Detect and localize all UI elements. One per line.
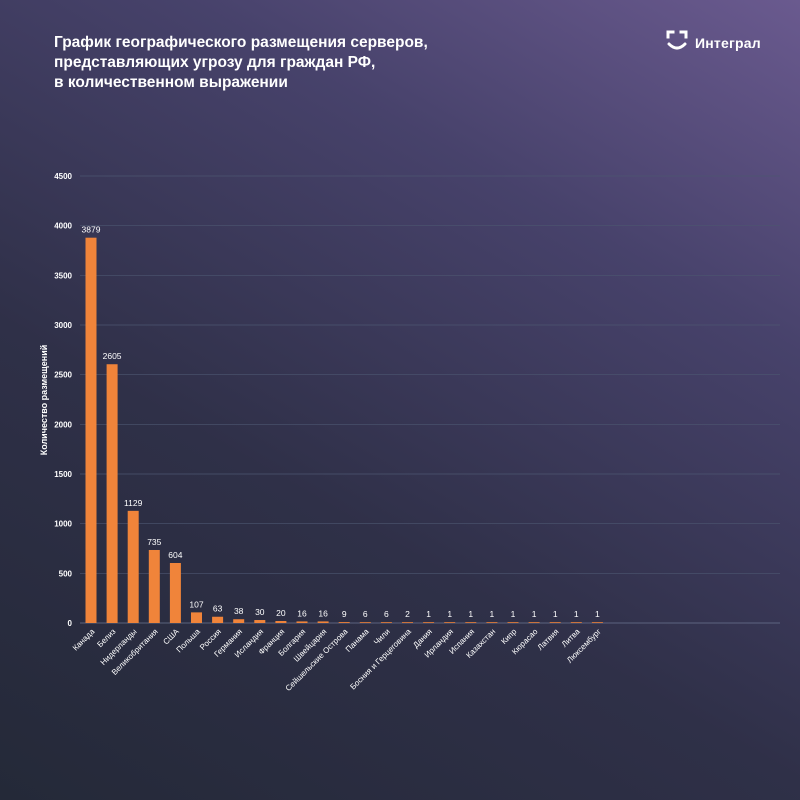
data-label: 1	[468, 609, 473, 619]
y-axis-ticks: 0 500 1000 1500 2000 2500 3000 3500 4000 4500	[54, 172, 72, 628]
bar	[338, 622, 350, 623]
data-label: 3879	[82, 225, 101, 235]
y-tick-label: 4000	[54, 222, 72, 231]
data-label: 2	[405, 609, 410, 619]
bar	[127, 510, 139, 623]
y-tick-label: 3000	[54, 321, 72, 330]
y-tick-label: 2500	[54, 371, 72, 380]
bar	[212, 616, 224, 623]
bar	[380, 622, 392, 623]
chart-title-line: График географического размещения сервер…	[54, 34, 428, 51]
bar	[275, 621, 287, 623]
y-axis-label: Количество размещений	[39, 345, 49, 456]
bar	[106, 364, 118, 623]
data-label: 1	[426, 609, 431, 619]
bar	[423, 622, 435, 623]
bar	[233, 619, 245, 623]
data-label: 1	[574, 609, 579, 619]
grid-lines	[80, 175, 780, 624]
brand-logo: Интеграл	[666, 30, 761, 57]
bar	[169, 563, 181, 623]
bar	[317, 621, 329, 623]
data-label: 16	[318, 608, 328, 618]
data-label: 1	[511, 609, 516, 619]
data-label: 1	[490, 609, 495, 619]
data-label: 1	[553, 609, 558, 619]
data-label: 63	[213, 604, 223, 614]
x-tick-label: Латвия	[536, 627, 561, 652]
chart-title-line: в количественном выражении	[54, 74, 288, 91]
chart-title: График географического размещения сервер…	[54, 33, 574, 93]
y-tick-label: 0	[68, 619, 73, 628]
data-label: 6	[363, 609, 368, 619]
bar	[507, 622, 519, 623]
bar	[486, 622, 498, 623]
y-tick-label: 4500	[54, 172, 72, 181]
integral-logo-icon	[666, 30, 688, 57]
bar	[85, 237, 97, 623]
bar	[570, 622, 582, 623]
data-label: 6	[384, 609, 389, 619]
brand-name: Интеграл	[695, 35, 761, 51]
y-tick-label: 2000	[54, 420, 72, 429]
y-tick-label: 500	[59, 569, 73, 578]
x-tick-label: Панама	[344, 627, 371, 654]
bar	[591, 622, 603, 623]
data-labels: 3879 2605 1129 735 604 107 63 38 30 20 16 16 9 6 6 2 1 1 1…	[82, 225, 600, 620]
bar	[359, 622, 371, 623]
bars	[85, 237, 603, 623]
data-label: 1129	[124, 498, 143, 508]
x-tick-label: Польша	[175, 627, 203, 655]
x-tick-label: Канада	[71, 627, 97, 653]
y-tick-label: 1000	[54, 520, 72, 529]
bar	[191, 612, 202, 623]
bar	[296, 621, 308, 623]
data-label: 107	[189, 599, 203, 609]
data-label: 20	[276, 608, 286, 618]
bar	[549, 622, 561, 623]
bar	[148, 549, 160, 623]
bar	[402, 622, 413, 623]
bar	[444, 622, 456, 623]
data-label: 38	[234, 606, 244, 616]
data-label: 735	[147, 537, 161, 547]
data-label: 30	[255, 607, 265, 617]
bar	[465, 622, 477, 623]
data-label: 16	[297, 608, 307, 618]
data-label: 2605	[103, 351, 122, 361]
bar	[528, 622, 540, 623]
bar	[254, 620, 266, 623]
data-label: 1	[532, 609, 537, 619]
data-label: 9	[342, 609, 347, 619]
y-tick-label: 3500	[54, 271, 72, 280]
y-tick-label: 1500	[54, 470, 72, 479]
chart-title-line: представляющих угрозу для граждан РФ,	[54, 54, 376, 71]
data-label: 604	[168, 550, 182, 560]
data-label: 1	[595, 609, 600, 619]
data-label: 1	[447, 609, 452, 619]
